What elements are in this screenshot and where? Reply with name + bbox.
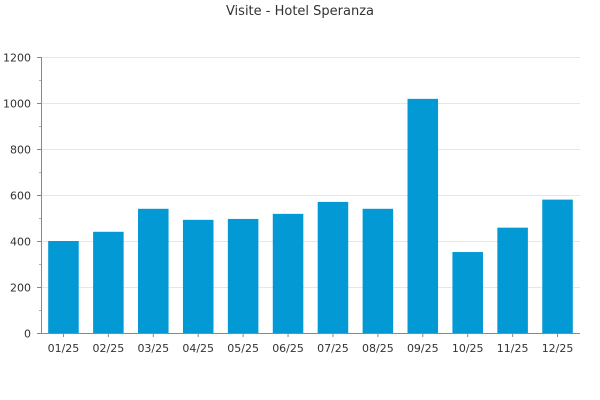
bar-07-25: [317, 201, 349, 333]
y-tick-label: 1200: [3, 52, 31, 65]
y-tick-label: 400: [10, 236, 31, 249]
x-tick-label: 07/25: [317, 342, 349, 355]
y-tick-label: 200: [10, 282, 31, 295]
x-tick-label: 06/25: [272, 342, 304, 355]
bar-10-25: [452, 252, 483, 333]
bar-11-25: [497, 227, 528, 333]
x-tick-label: 11/25: [497, 342, 529, 355]
bar-05-25: [227, 218, 259, 333]
bar-09-25: [407, 98, 439, 333]
chart-title: Visite - Hotel Speranza: [225, 4, 375, 19]
x-tick-label: 05/25: [227, 342, 259, 355]
y-tick-label: 800: [10, 144, 31, 157]
grid-lines: [41, 57, 580, 288]
y-tick-label: 0: [24, 328, 31, 341]
x-tick-label: 08/25: [362, 342, 394, 355]
x-tick-labels: 01/25 02/25 03/25 04/25 05/25 06/25 07/25 08/25…: [48, 342, 574, 355]
bar-02-25: [93, 231, 124, 333]
axes: [37, 57, 580, 337]
x-tick-label: 03/25: [137, 342, 169, 355]
bars: [48, 98, 573, 333]
x-tick-label: 09/25: [407, 342, 439, 355]
x-tick-label: 12/25: [542, 342, 574, 355]
y-tick-label: 600: [10, 190, 31, 203]
bar-03-25: [138, 208, 169, 333]
x-tick-label: 02/25: [93, 342, 125, 355]
y-tick-labels: 0 200 400 600 800 1000 1200: [3, 52, 31, 341]
bar-12-25: [542, 199, 573, 333]
bar-08-25: [362, 208, 394, 333]
x-tick-label: 01/25: [48, 342, 80, 355]
bar-01-25: [48, 241, 79, 333]
bar-04-25: [182, 219, 214, 333]
x-tick-label: 04/25: [182, 342, 214, 355]
bar-06-25: [272, 213, 304, 333]
x-tick-label: 10/25: [452, 342, 484, 355]
y-tick-label: 1000: [3, 98, 31, 111]
